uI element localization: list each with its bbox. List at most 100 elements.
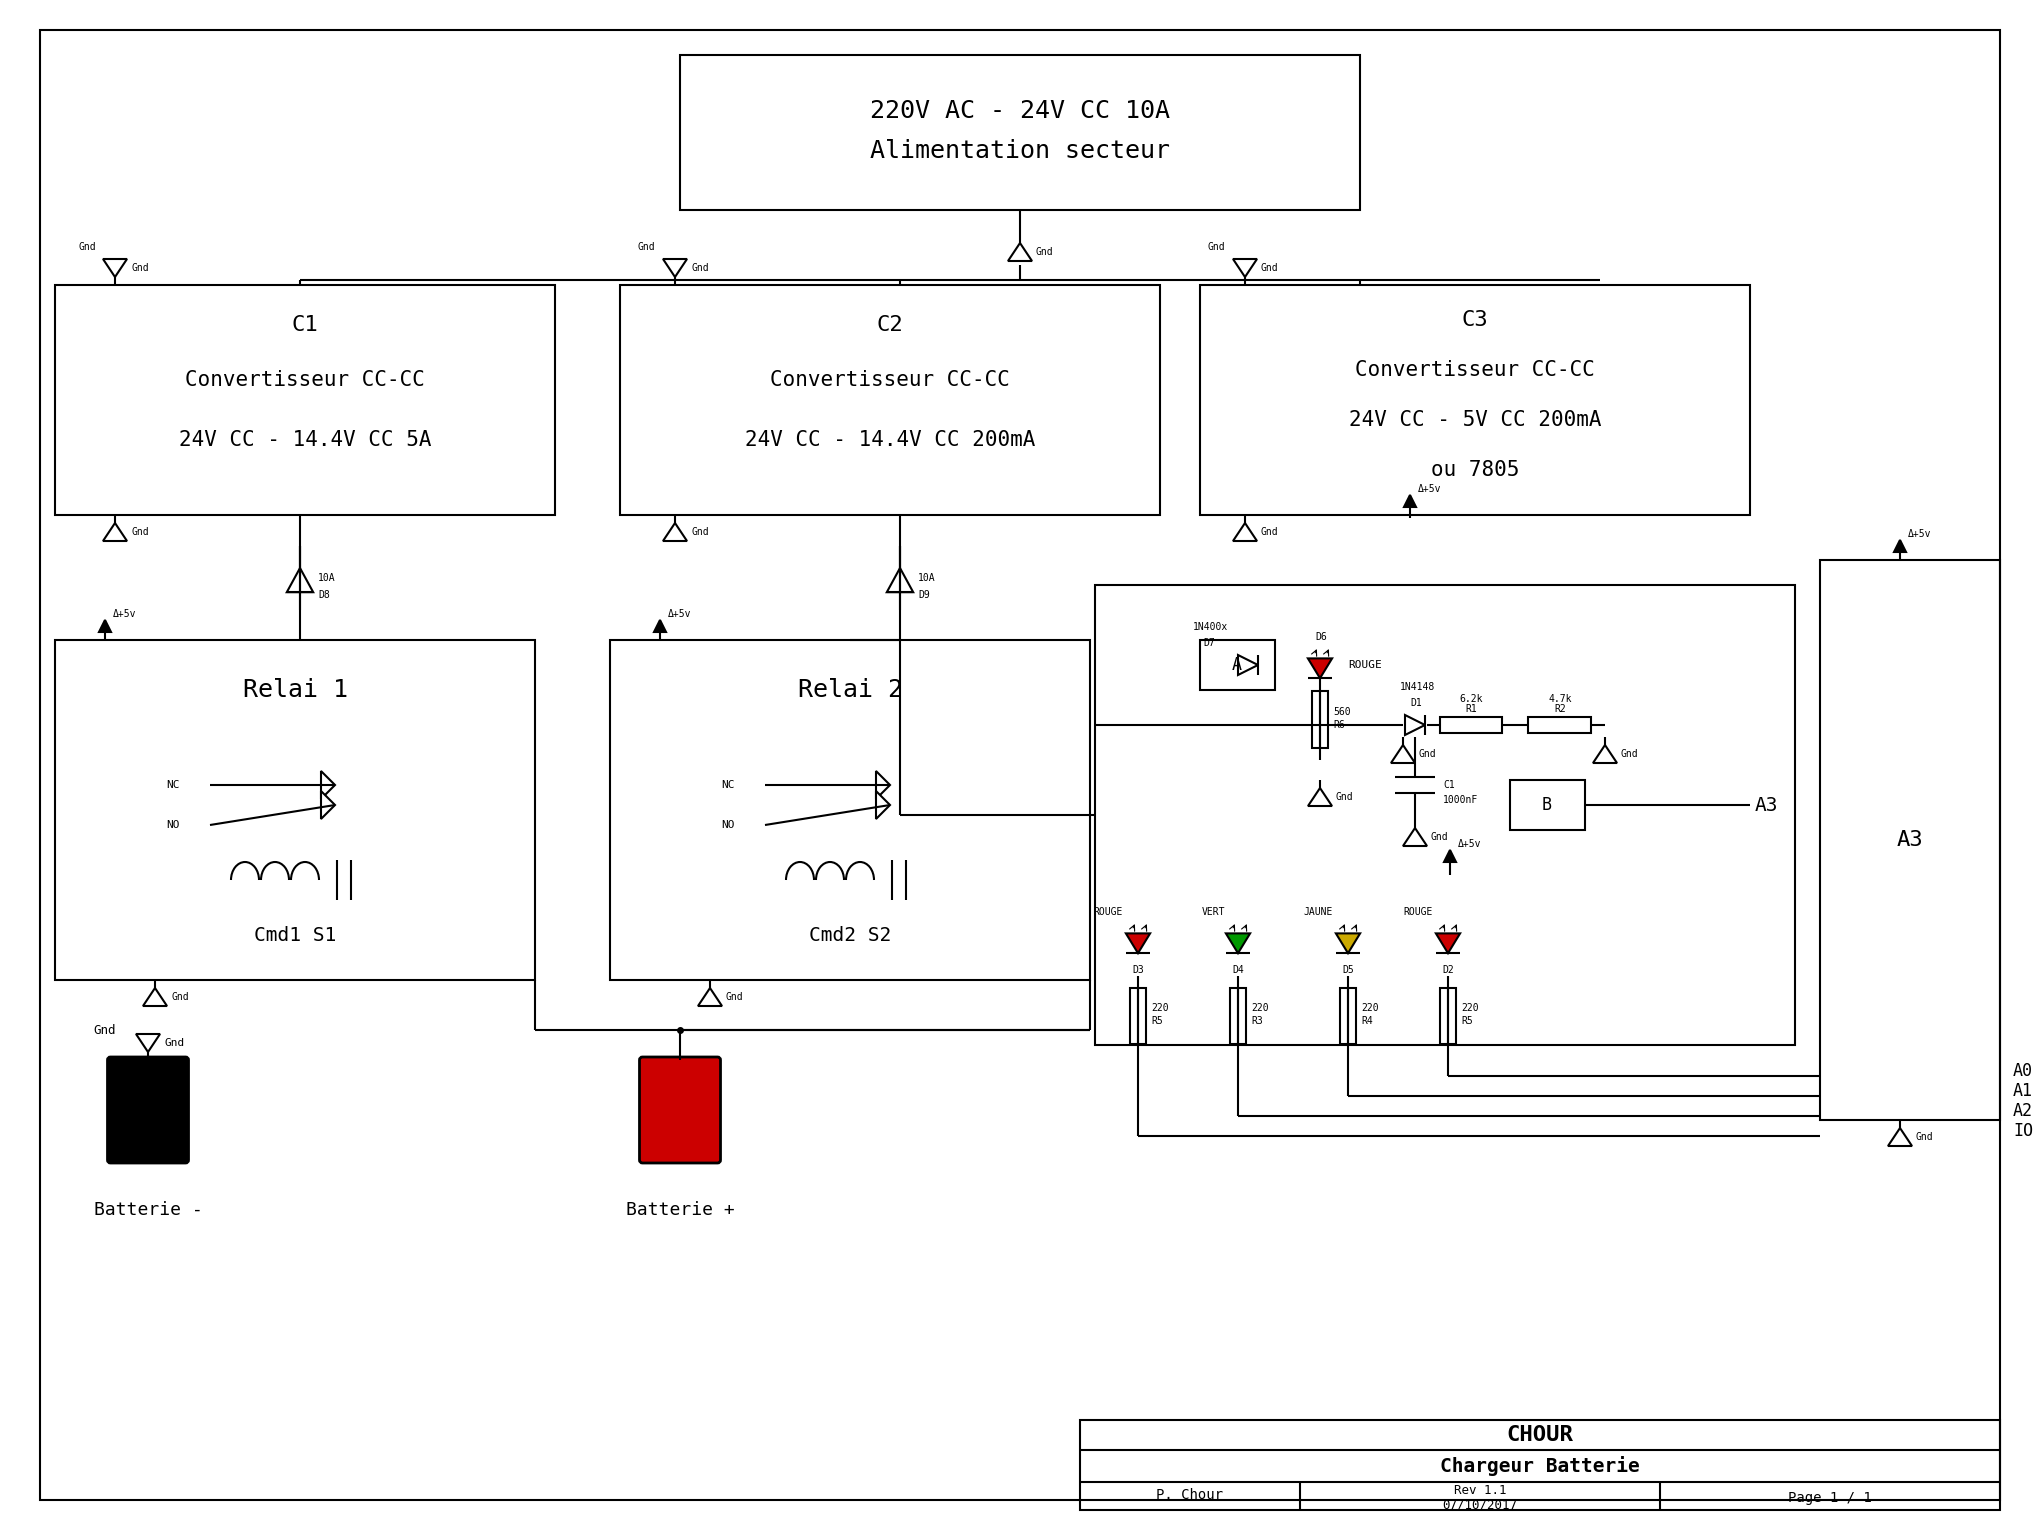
Text: R4: R4 <box>1360 1016 1372 1026</box>
Bar <box>679 55 1360 209</box>
Text: Convertisseur CC-CC: Convertisseur CC-CC <box>769 370 1009 390</box>
Polygon shape <box>1435 933 1460 953</box>
Bar <box>1311 691 1327 748</box>
Text: R6: R6 <box>1331 719 1344 730</box>
Text: D5: D5 <box>1342 966 1354 975</box>
Polygon shape <box>102 259 126 277</box>
Text: Gnd: Gnd <box>130 263 149 273</box>
Text: CHOUR: CHOUR <box>1507 1424 1572 1445</box>
Text: Gnd: Gnd <box>77 242 96 253</box>
Text: JAUNE: JAUNE <box>1303 907 1331 916</box>
Text: R2: R2 <box>1554 704 1566 715</box>
Polygon shape <box>137 1033 159 1052</box>
Bar <box>1819 561 1998 1120</box>
Text: Gnd: Gnd <box>1915 1132 1933 1143</box>
Text: ROUGE: ROUGE <box>1403 907 1431 916</box>
Bar <box>610 641 1089 979</box>
Polygon shape <box>143 989 167 1006</box>
Text: D1: D1 <box>1409 698 1421 708</box>
Text: Alimentation secteur: Alimentation secteur <box>869 139 1170 163</box>
Polygon shape <box>320 772 334 799</box>
Polygon shape <box>1892 541 1904 551</box>
Text: Convertisseur CC-CC: Convertisseur CC-CC <box>1354 360 1594 380</box>
Polygon shape <box>1592 745 1617 762</box>
Text: Δ+5v: Δ+5v <box>1458 839 1480 849</box>
Text: R5: R5 <box>1150 1016 1162 1026</box>
Bar <box>55 285 555 514</box>
Text: Gnd: Gnd <box>1336 792 1354 802</box>
Polygon shape <box>102 524 126 541</box>
Text: Gnd: Gnd <box>1429 832 1448 842</box>
Text: A1: A1 <box>2012 1083 2033 1100</box>
Text: Δ+5v: Δ+5v <box>1417 484 1442 494</box>
Text: Gnd: Gnd <box>94 1024 116 1036</box>
Text: Cmd2 S2: Cmd2 S2 <box>809 926 891 944</box>
Polygon shape <box>1403 494 1415 507</box>
Text: Gnd: Gnd <box>1260 263 1278 273</box>
Text: B: B <box>1541 796 1552 815</box>
Polygon shape <box>1232 524 1256 541</box>
Polygon shape <box>697 989 722 1006</box>
Text: Gnd: Gnd <box>691 527 708 537</box>
Text: R5: R5 <box>1460 1016 1472 1026</box>
Polygon shape <box>1886 1127 1911 1146</box>
Polygon shape <box>287 568 314 593</box>
Text: NC: NC <box>167 779 179 790</box>
Polygon shape <box>663 259 687 277</box>
Text: Cmd1 S1: Cmd1 S1 <box>253 926 336 944</box>
Polygon shape <box>100 621 110 631</box>
Text: D6: D6 <box>1315 631 1325 642</box>
Bar <box>620 285 1160 514</box>
Text: Relai 2: Relai 2 <box>797 678 901 702</box>
Text: A0: A0 <box>2012 1063 2033 1080</box>
Text: R3: R3 <box>1250 1016 1262 1026</box>
Text: Gnd: Gnd <box>726 992 744 1003</box>
Text: ou 7805: ou 7805 <box>1429 460 1519 480</box>
Text: 10A: 10A <box>318 573 336 584</box>
Text: 1N400x: 1N400x <box>1193 622 1227 631</box>
Bar <box>1509 779 1584 830</box>
Polygon shape <box>1336 933 1360 953</box>
Text: C3: C3 <box>1460 310 1488 330</box>
Text: A3: A3 <box>1896 830 1923 850</box>
Text: ROUGE: ROUGE <box>1093 907 1121 916</box>
Text: 6.2k: 6.2k <box>1458 695 1482 704</box>
Text: A3: A3 <box>1754 796 1778 815</box>
Text: Δ+5v: Δ+5v <box>112 608 137 619</box>
Polygon shape <box>1007 243 1032 260</box>
Text: 220: 220 <box>1150 1003 1168 1013</box>
Text: 1N4148: 1N4148 <box>1399 682 1435 691</box>
Polygon shape <box>1238 654 1258 675</box>
Text: Δ+5v: Δ+5v <box>667 608 691 619</box>
Bar <box>55 641 534 979</box>
Text: 220V AC - 24V CC 10A: 220V AC - 24V CC 10A <box>869 99 1170 123</box>
Text: Convertisseur CC-CC: Convertisseur CC-CC <box>186 370 424 390</box>
Polygon shape <box>1307 788 1331 805</box>
Text: 220: 220 <box>1460 1003 1478 1013</box>
Text: Gnd: Gnd <box>1621 748 1637 759</box>
Text: Gnd: Gnd <box>638 242 655 253</box>
Text: C1: C1 <box>292 316 318 336</box>
Polygon shape <box>1225 933 1250 953</box>
Text: Gnd: Gnd <box>1260 527 1278 537</box>
Bar <box>1340 989 1356 1044</box>
Text: VERT: VERT <box>1201 907 1223 916</box>
Text: D8: D8 <box>318 590 330 601</box>
Text: ROUGE: ROUGE <box>1348 661 1380 670</box>
Text: 07/10/2017: 07/10/2017 <box>1442 1498 1517 1511</box>
Polygon shape <box>1391 745 1415 762</box>
Polygon shape <box>1405 715 1425 735</box>
Bar <box>1095 585 1794 1046</box>
Text: R1: R1 <box>1464 704 1476 715</box>
Text: 220: 220 <box>1360 1003 1378 1013</box>
Polygon shape <box>1307 659 1331 678</box>
Text: Batterie +: Batterie + <box>626 1201 734 1220</box>
Text: C2: C2 <box>877 316 903 336</box>
Text: Gnd: Gnd <box>171 992 188 1003</box>
Text: Gnd: Gnd <box>130 527 149 537</box>
Text: 10A: 10A <box>918 573 936 584</box>
Text: C1: C1 <box>1442 779 1454 790</box>
Text: Batterie -: Batterie - <box>94 1201 202 1220</box>
Polygon shape <box>1403 829 1427 845</box>
Bar <box>1440 989 1456 1044</box>
